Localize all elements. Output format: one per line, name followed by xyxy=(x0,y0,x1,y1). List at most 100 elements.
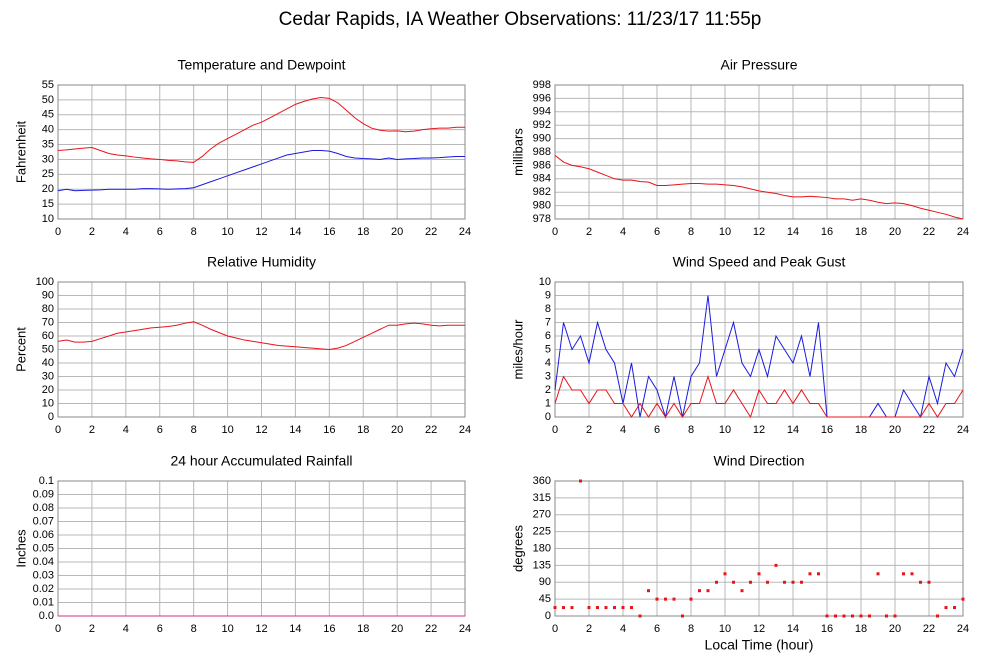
data-point xyxy=(723,572,727,576)
y-tick-label: 1 xyxy=(545,397,551,409)
data-point xyxy=(638,614,642,618)
data-point xyxy=(919,580,922,584)
x-tick-label: 6 xyxy=(654,424,660,436)
x-tick-label: 24 xyxy=(957,226,969,238)
y-tick-label: 978 xyxy=(533,213,551,225)
data-point xyxy=(885,614,888,618)
data-point xyxy=(553,606,557,610)
data-point xyxy=(876,572,880,576)
data-point xyxy=(825,614,829,618)
data-point xyxy=(766,580,769,584)
data-point xyxy=(927,580,931,584)
data-point xyxy=(910,572,914,576)
data-point xyxy=(749,580,752,584)
x-tick-label: 0 xyxy=(55,623,61,635)
x-tick-label: 10 xyxy=(221,226,233,238)
y-tick-label: 0 xyxy=(545,610,551,622)
y-tick-label: 45 xyxy=(539,593,551,605)
y-tick-label: 988 xyxy=(533,146,551,158)
x-tick-label: 2 xyxy=(89,424,95,436)
y-tick-label: 0.09 xyxy=(33,488,54,500)
data-point xyxy=(630,606,633,610)
data-point xyxy=(842,614,846,618)
x-tick-label: 14 xyxy=(289,623,301,635)
y-tick-label: 990 xyxy=(533,133,551,145)
x-tick-label: 0 xyxy=(552,623,558,635)
data-point xyxy=(698,589,701,593)
x-tick-label: 8 xyxy=(688,424,694,436)
data-point xyxy=(672,597,676,601)
data-point xyxy=(953,606,956,610)
x-tick-label: 16 xyxy=(323,623,335,635)
y-tick-label: 0.01 xyxy=(33,596,54,608)
x-tick-label: 12 xyxy=(753,424,765,436)
data-point xyxy=(851,614,854,618)
x-tick-label: 0 xyxy=(552,226,558,238)
y-tick-label: 135 xyxy=(533,559,551,571)
x-tick-label: 12 xyxy=(255,424,267,436)
y-tick-label: 982 xyxy=(533,186,551,198)
x-tick-label: 2 xyxy=(89,623,95,635)
y-tick-label: 55 xyxy=(42,79,54,91)
y-tick-label: 225 xyxy=(533,526,551,538)
y-tick-label: 35 xyxy=(42,138,54,150)
data-point xyxy=(868,614,871,618)
y-tick-label: 998 xyxy=(533,79,551,91)
x-tick-label: 14 xyxy=(289,424,301,436)
data-line xyxy=(554,154,964,220)
x-tick-label: 6 xyxy=(654,226,660,238)
y-tick-label: 994 xyxy=(533,106,551,118)
x-tick-label: 10 xyxy=(719,226,731,238)
y-tick-label: 0.0 xyxy=(39,610,54,622)
y-tick-label: 270 xyxy=(533,509,551,521)
data-point xyxy=(944,606,948,610)
x-tick-label: 4 xyxy=(123,226,129,238)
y-tick-label: 5 xyxy=(545,343,551,355)
y-tick-label: 90 xyxy=(539,576,551,588)
x-tick-label: 0 xyxy=(552,424,558,436)
y-tick-label: 0.05 xyxy=(33,542,54,554)
y-tick-label: 0.08 xyxy=(33,502,54,514)
data-point xyxy=(783,580,786,584)
x-tick-label: 4 xyxy=(123,623,129,635)
y-tick-label: 8 xyxy=(545,303,551,315)
panel-title: 24 hour Accumulated Rainfall xyxy=(170,453,352,469)
x-tick-label: 10 xyxy=(719,424,731,436)
y-tick-label: 0.03 xyxy=(33,569,54,581)
y-tick-label: 2 xyxy=(545,384,551,396)
data-point xyxy=(774,563,778,567)
x-tick-label: 20 xyxy=(391,623,403,635)
y-tick-label: 9 xyxy=(545,289,551,301)
y-tick-label: 10 xyxy=(42,397,54,409)
x-tick-label: 20 xyxy=(391,226,403,238)
panel-title: Air Pressure xyxy=(720,57,797,73)
x-tick-label: 24 xyxy=(459,424,471,436)
x-tick-label: 4 xyxy=(620,424,626,436)
data-point xyxy=(961,597,965,601)
y-tick-label: 3 xyxy=(545,370,551,382)
x-tick-label: 0 xyxy=(55,226,61,238)
data-point xyxy=(596,606,599,610)
y-tick-label: 60 xyxy=(42,330,54,342)
y-tick-label: 180 xyxy=(533,542,551,554)
y-tick-label: 100 xyxy=(36,276,54,288)
data-point xyxy=(647,589,650,593)
x-tick-label: 2 xyxy=(586,424,592,436)
y-tick-label: 30 xyxy=(42,153,54,165)
x-tick-label: 14 xyxy=(787,424,799,436)
x-tick-label: 6 xyxy=(157,623,163,635)
y-tick-label: 80 xyxy=(42,303,54,315)
y-tick-label: 4 xyxy=(545,357,551,369)
data-point xyxy=(791,580,795,584)
data-point xyxy=(621,606,625,610)
x-tick-label: 16 xyxy=(821,623,833,635)
data-point xyxy=(757,572,761,576)
panel-title: Wind Direction xyxy=(713,453,804,469)
data-point xyxy=(834,614,837,618)
x-tick-label: 24 xyxy=(957,623,969,635)
plot-frame xyxy=(57,281,466,418)
y-tick-label: 15 xyxy=(42,198,54,210)
panel-title: Wind Speed and Peak Gust xyxy=(673,254,846,270)
